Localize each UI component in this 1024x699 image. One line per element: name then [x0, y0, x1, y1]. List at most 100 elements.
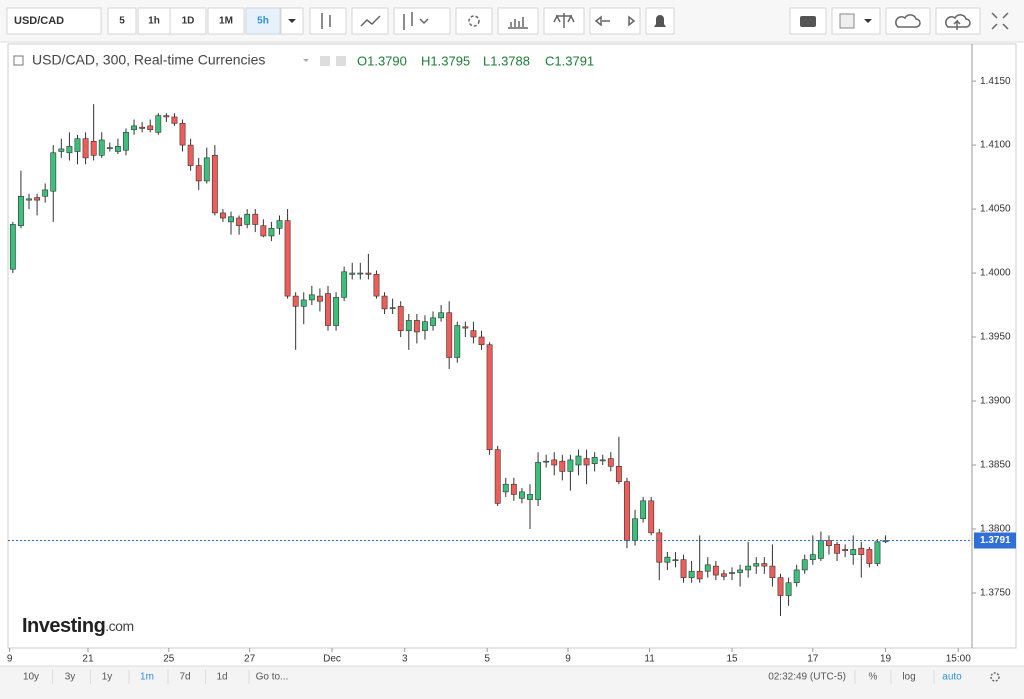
candle-body	[494, 449, 501, 504]
interval-button[interactable]	[107, 7, 137, 35]
range-button[interactable]: Go to...	[256, 672, 289, 683]
candle-icon	[321, 13, 331, 29]
candle-body	[147, 125, 154, 131]
interval-label[interactable]: 1h	[148, 16, 160, 27]
candle-body	[284, 220, 291, 297]
range-button[interactable]: 10y	[23, 672, 39, 683]
candle-body	[34, 197, 41, 201]
candle-body	[195, 165, 202, 182]
interval-label[interactable]: 1M	[219, 16, 233, 27]
x-tick-label: 15:00	[946, 654, 971, 665]
candle-body	[18, 195, 24, 227]
candle-body	[405, 320, 412, 331]
clock: 02:32:49 (UTC-5)	[768, 672, 846, 683]
footer-settings[interactable]	[990, 672, 1000, 682]
fullscreen-icon[interactable]	[991, 12, 1009, 30]
candle-body	[50, 152, 57, 192]
candle-body	[236, 217, 243, 227]
candle-body	[543, 460, 550, 463]
y-tick-label: 1.4150	[980, 76, 1011, 87]
candle-body	[842, 549, 849, 552]
candle-body	[276, 220, 283, 229]
candle-body	[381, 295, 388, 310]
x-tick-label: 15	[726, 654, 738, 665]
collapse-icon[interactable]	[13, 55, 24, 66]
x-tick-label: 19	[880, 654, 892, 665]
candle-body	[90, 140, 97, 156]
logo-suffix: .com	[105, 618, 133, 634]
candle-body	[389, 307, 396, 309]
candle-body	[745, 565, 752, 571]
interval-button[interactable]	[207, 7, 245, 35]
scale-option[interactable]: %	[869, 672, 878, 683]
candle-body	[583, 458, 590, 466]
candle-body	[599, 459, 606, 462]
candle-body	[357, 272, 364, 275]
candle-style-button[interactable]	[309, 7, 347, 35]
candle-body	[26, 198, 32, 201]
undo-redo-button[interactable]	[589, 7, 641, 35]
range-button[interactable]: 1d	[216, 672, 227, 683]
indicators-icon	[508, 17, 528, 29]
bell-icon	[654, 15, 666, 27]
interval-label[interactable]: 5h	[257, 16, 269, 27]
candle-body	[9, 224, 16, 270]
legend-dropdown[interactable]	[303, 59, 309, 62]
candle-body	[252, 213, 259, 225]
candle-body	[220, 212, 226, 219]
interval-button[interactable]	[137, 7, 171, 35]
candle-body	[308, 294, 315, 301]
fill-button[interactable]	[831, 7, 881, 35]
legend-icon[interactable]	[336, 56, 346, 66]
range-button[interactable]: 7d	[179, 672, 190, 683]
candle-body	[131, 125, 137, 131]
settings-button[interactable]	[455, 7, 493, 35]
interval-button[interactable]	[245, 7, 281, 35]
candle-body	[446, 312, 453, 358]
indicators-button[interactable]	[497, 7, 539, 35]
candle-body	[228, 216, 234, 223]
compare-icon	[553, 13, 575, 28]
candle-body	[462, 326, 469, 329]
logo: Investing.com	[22, 615, 134, 637]
color-swatch	[839, 13, 855, 29]
interval-label[interactable]: 5	[119, 16, 125, 27]
interval-label[interactable]: 1D	[182, 16, 195, 27]
candle-body	[155, 115, 162, 133]
interval-button[interactable]	[169, 7, 207, 35]
candle-body	[809, 554, 816, 561]
legend-icon[interactable]	[320, 56, 330, 66]
candle-body	[316, 295, 323, 302]
candle-body	[486, 344, 493, 450]
scale-option[interactable]: log	[902, 672, 915, 683]
range-button[interactable]: 3y	[65, 672, 76, 683]
candle-body	[834, 544, 840, 554]
legend-open: O1.3790	[357, 53, 407, 68]
candle-body	[98, 139, 105, 156]
candle-body	[333, 297, 339, 326]
cloud-upload-icon	[945, 14, 971, 30]
scale-option[interactable]: auto	[942, 672, 962, 683]
y-tick-label: 1.4000	[980, 268, 1011, 279]
candle-body	[858, 547, 865, 555]
symbol-input[interactable]	[6, 7, 102, 35]
candle-body	[244, 213, 251, 225]
cloud-load-button[interactable]	[885, 7, 931, 35]
x-tick-label: Dec	[323, 654, 341, 665]
candle-body	[866, 549, 873, 564]
candle-body	[349, 272, 356, 275]
cloud-icon	[895, 14, 921, 28]
candle-body	[680, 559, 687, 578]
candle-body	[510, 483, 517, 495]
candle-body	[502, 483, 509, 493]
candle-body	[591, 457, 598, 465]
range-button[interactable]: 1y	[102, 672, 113, 683]
symbol[interactable]: USD/CAD	[14, 15, 64, 27]
candle-body	[826, 540, 832, 546]
range-button[interactable]: 1m	[140, 672, 154, 683]
candle-body	[688, 570, 695, 578]
candle-body	[74, 138, 81, 152]
line-style-button[interactable]	[351, 7, 389, 35]
x-tick-label: 5	[484, 654, 490, 665]
candle-body	[470, 330, 477, 338]
